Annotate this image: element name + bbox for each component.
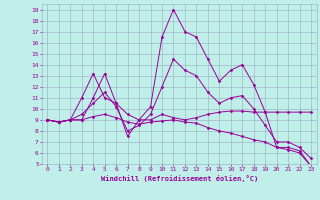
X-axis label: Windchill (Refroidissement éolien,°C): Windchill (Refroidissement éolien,°C) [100,175,258,182]
